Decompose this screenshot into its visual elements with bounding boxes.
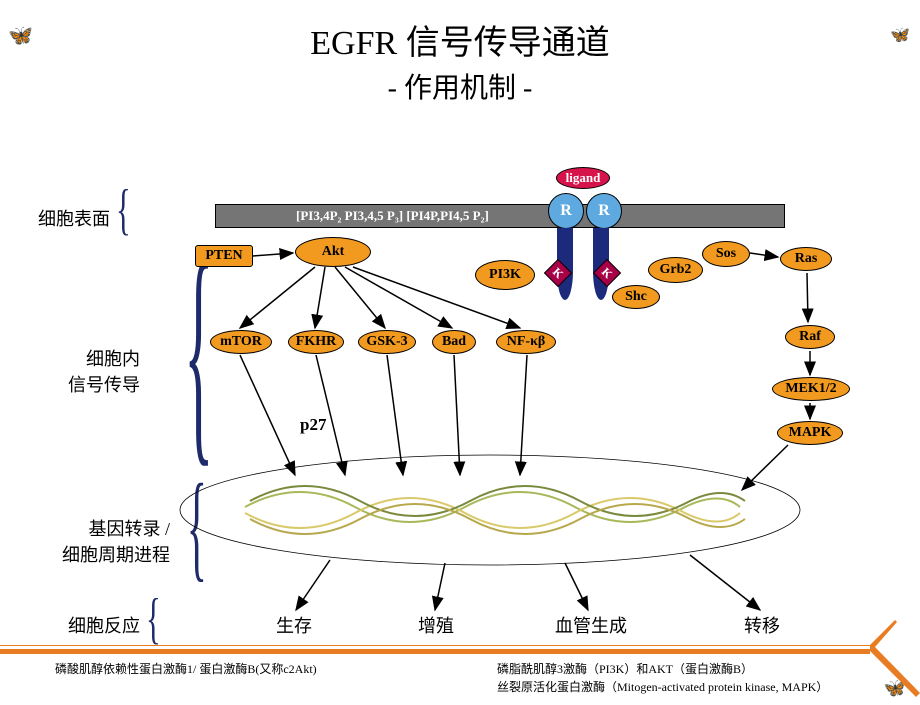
node-mtor: mTOR	[210, 330, 272, 354]
section-label-signaling: 细胞内 信号传导	[30, 345, 140, 397]
node-grb2: Grb2	[648, 257, 703, 283]
page-title: EGFR 信号传导通道	[0, 15, 920, 64]
brace-icon: {	[184, 247, 213, 455]
receptor-left: R	[548, 193, 584, 229]
node-fkhr: FKHR	[288, 330, 344, 354]
footer-line-thin	[0, 645, 870, 646]
footnote-left: 磷酸肌醇依赖性蛋白激酶1/ 蛋白激酶B(又称c2Akt)	[55, 660, 317, 677]
footnote-right1: 磷脂酰肌醇3激酶（PI3K）和AKT（蛋白激酶B）	[497, 660, 753, 677]
footer-line-thick	[0, 649, 870, 654]
label-p27: p27	[300, 415, 326, 435]
node-nfkb: NF-κβ	[496, 330, 556, 354]
brace-icon: {	[116, 187, 131, 235]
response-angiogenesis: 血管生成	[555, 612, 627, 638]
response-metastasis: 转移	[744, 612, 780, 638]
node-ras: Ras	[780, 247, 832, 271]
section-label-transcription: 基因转录 / 细胞周期进程	[30, 515, 170, 567]
butterfly-icon: 🦋	[8, 23, 33, 48]
section-label-surface: 细胞表面	[30, 205, 110, 231]
node-raf: Raf	[785, 325, 835, 349]
brace-icon: {	[146, 596, 161, 644]
butterfly-icon: 🦋	[884, 678, 906, 699]
butterfly-icon: 🦋	[890, 25, 910, 45]
node-bad: Bad	[432, 330, 476, 354]
node-pten: PTEN	[195, 245, 253, 267]
footnote-right2: 丝裂原活化蛋白激酶（Mitogen-activated protein kina…	[497, 678, 828, 695]
response-proliferation: 增殖	[418, 612, 454, 638]
membrane-text: [PI3,4P₂ PI3,4,5 P₃] [PI4P,PI4,5 P₂]	[296, 208, 489, 224]
receptor-right: R	[586, 193, 622, 229]
ligand-node: ligand	[556, 167, 610, 189]
node-shc: Shc	[612, 285, 660, 309]
node-mapk: MAPK	[777, 421, 843, 445]
node-sos: Sos	[702, 241, 750, 267]
node-pi3k: PI3K	[475, 260, 535, 290]
node-mek: MEK1/2	[772, 377, 850, 401]
page-subtitle: - 作用机制 -	[0, 66, 920, 106]
section-label-response: 细胞反应	[60, 612, 140, 638]
node-gsk3: GSK-3	[358, 330, 416, 354]
node-akt: Akt	[295, 237, 371, 267]
cell-membrane: [PI3,4P₂ PI3,4,5 P₃] [PI4P,PI4,5 P₂]	[215, 204, 785, 228]
response-survival: 生存	[276, 612, 312, 638]
brace-icon: {	[187, 475, 207, 577]
